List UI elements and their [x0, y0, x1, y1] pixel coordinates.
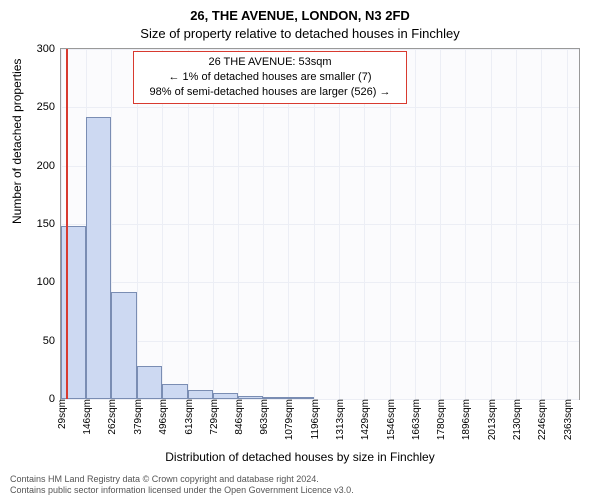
x-tick-label: 496sqm [155, 399, 169, 435]
x-tick-label: 2130sqm [509, 399, 523, 440]
gridline-v [465, 49, 466, 399]
gridline-h [61, 166, 579, 167]
x-tick-label: 1079sqm [281, 399, 295, 440]
y-tick-label: 150 [37, 218, 61, 230]
gridline-v [567, 49, 568, 399]
histogram-bar [86, 117, 111, 399]
callout-larger-text: 98% of semi-detached houses are larger (… [140, 85, 400, 100]
x-axis-label: Distribution of detached houses by size … [0, 450, 600, 464]
y-tick-label: 200 [37, 160, 61, 172]
attribution-text: Contains HM Land Registry data © Crown c… [10, 474, 354, 497]
histogram-bar [111, 292, 136, 399]
chart-title-secondary: Size of property relative to detached ho… [0, 26, 600, 41]
chart-title-primary: 26, THE AVENUE, LONDON, N3 2FD [0, 8, 600, 23]
gridline-v [541, 49, 542, 399]
callout-smaller-text: ← 1% of detached houses are smaller (7) [140, 70, 400, 85]
callout-box: 26 THE AVENUE: 53sqm← 1% of detached hou… [133, 51, 407, 104]
histogram-bar [162, 384, 187, 399]
x-tick-label: 1313sqm [332, 399, 346, 440]
plot-area: 05010015020025030029sqm146sqm262sqm379sq… [60, 48, 580, 400]
gridline-h [61, 282, 579, 283]
y-axis-label: Number of detached properties [10, 59, 24, 224]
histogram-bar [263, 397, 288, 399]
gridline-h [61, 49, 579, 50]
gridline-v [491, 49, 492, 399]
gridline-v [415, 49, 416, 399]
x-tick-label: 262sqm [104, 399, 118, 435]
y-tick-label: 300 [37, 43, 61, 55]
x-tick-label: 146sqm [79, 399, 93, 435]
gridline-v [516, 49, 517, 399]
property-marker-line [66, 49, 68, 399]
gridline-h [61, 224, 579, 225]
x-tick-label: 613sqm [181, 399, 195, 435]
x-tick-label: 2363sqm [560, 399, 574, 440]
x-tick-label: 2013sqm [484, 399, 498, 440]
x-tick-label: 1546sqm [383, 399, 397, 440]
histogram-bar [188, 390, 213, 399]
x-tick-label: 1780sqm [433, 399, 447, 440]
histogram-bar [238, 396, 263, 400]
x-tick-label: 379sqm [130, 399, 144, 435]
x-tick-label: 1896sqm [458, 399, 472, 440]
histogram-bar [213, 393, 238, 399]
histogram-bar [137, 366, 162, 399]
chart-container: 26, THE AVENUE, LONDON, N3 2FD Size of p… [0, 0, 600, 500]
x-tick-label: 2246sqm [534, 399, 548, 440]
x-tick-label: 963sqm [256, 399, 270, 435]
x-tick-label: 1429sqm [357, 399, 371, 440]
x-tick-label: 846sqm [231, 399, 245, 435]
y-tick-label: 100 [37, 276, 61, 288]
gridline-v [440, 49, 441, 399]
histogram-bar [61, 226, 86, 399]
gridline-h [61, 341, 579, 342]
gridline-h [61, 107, 579, 108]
x-tick-label: 29sqm [54, 399, 68, 429]
histogram-bar [288, 397, 313, 399]
attribution-line-1: Contains HM Land Registry data © Crown c… [10, 474, 354, 485]
x-tick-label: 1663sqm [408, 399, 422, 440]
y-tick-label: 50 [43, 335, 61, 347]
attribution-line-2: Contains public sector information licen… [10, 485, 354, 496]
y-tick-label: 250 [37, 101, 61, 113]
callout-title: 26 THE AVENUE: 53sqm [140, 55, 400, 70]
x-tick-label: 1196sqm [307, 399, 321, 439]
x-tick-label: 729sqm [206, 399, 220, 435]
